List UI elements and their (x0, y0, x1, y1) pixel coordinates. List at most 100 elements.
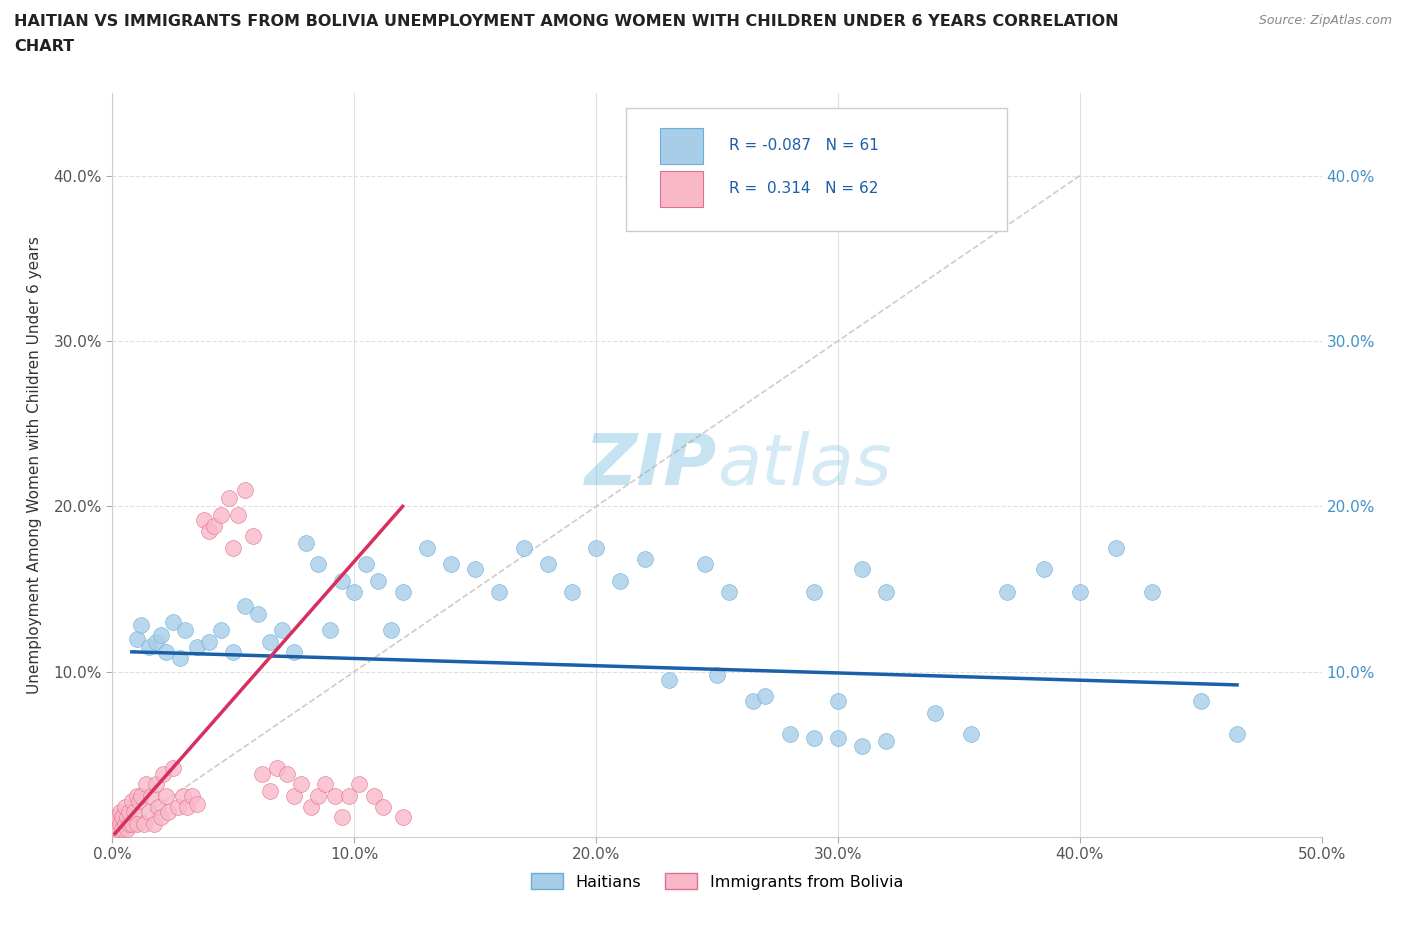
Point (960, 727, 983, 742)
Point (193, 512, 215, 527)
Point (1105, 540, 1128, 555)
Point (181, 789, 204, 804)
Point (266, 760, 288, 775)
Point (330, 810, 353, 825)
Point (827, 730, 849, 745)
Text: R = -0.087   N = 61: R = -0.087 N = 61 (730, 139, 879, 153)
Point (121, 793, 143, 808)
Point (218, 491, 240, 506)
Point (166, 800, 188, 815)
Point (131, 789, 153, 804)
Point (141, 789, 163, 804)
Point (693, 557, 716, 572)
Point (202, 519, 225, 534)
Point (138, 640, 160, 655)
Point (323, 789, 346, 804)
Legend: Haitians, Immigrants from Bolivia: Haitians, Immigrants from Bolivia (524, 867, 910, 896)
Point (585, 540, 607, 555)
Point (1142, 585, 1164, 600)
Point (464, 562, 486, 577)
Text: ZIP: ZIP (585, 431, 717, 499)
Point (718, 585, 741, 600)
Point (779, 727, 801, 742)
Point (373, 800, 395, 815)
Point (172, 789, 194, 804)
Point (851, 738, 873, 753)
Point (658, 672, 681, 687)
Point (226, 507, 249, 522)
Text: CHART: CHART (14, 39, 75, 54)
Text: R =  0.314   N = 62: R = 0.314 N = 62 (730, 181, 879, 196)
Point (330, 573, 353, 588)
Point (157, 804, 180, 819)
Point (416, 540, 439, 555)
Point (242, 528, 264, 543)
Point (149, 810, 172, 825)
Point (186, 640, 208, 655)
Point (561, 585, 583, 600)
Point (131, 618, 153, 632)
Point (391, 810, 413, 825)
Point (440, 557, 463, 572)
Point (148, 800, 170, 815)
Point (270, 623, 292, 638)
Point (246, 606, 269, 621)
Point (209, 507, 232, 522)
Point (1226, 727, 1249, 742)
Point (347, 777, 370, 791)
FancyBboxPatch shape (661, 171, 703, 206)
Point (118, 804, 141, 819)
Point (132, 817, 155, 831)
Point (118, 817, 141, 831)
Point (314, 777, 336, 791)
Point (222, 644, 245, 659)
Point (295, 536, 318, 551)
Point (176, 800, 198, 815)
Point (391, 585, 413, 600)
Point (108, 817, 131, 831)
Point (114, 817, 136, 831)
Point (105, 810, 128, 825)
FancyBboxPatch shape (626, 108, 1007, 231)
Point (875, 734, 897, 749)
Point (235, 598, 257, 613)
Point (609, 573, 631, 588)
Point (343, 585, 366, 600)
Point (198, 634, 221, 649)
Point (115, 810, 138, 825)
Point (138, 804, 160, 819)
Point (125, 631, 148, 646)
Point (488, 585, 510, 600)
Point (169, 651, 191, 666)
Point (114, 800, 136, 815)
Point (105, 821, 128, 836)
Point (283, 644, 305, 659)
Point (754, 689, 776, 704)
Point (283, 789, 305, 804)
Point (803, 585, 825, 600)
Point (259, 634, 281, 649)
Point (742, 694, 765, 709)
Point (108, 804, 131, 819)
Point (290, 777, 312, 791)
Point (162, 760, 184, 775)
Point (162, 615, 184, 630)
Point (142, 817, 165, 831)
Point (155, 644, 177, 659)
FancyBboxPatch shape (661, 128, 703, 164)
Point (111, 821, 134, 836)
Point (633, 551, 655, 566)
Point (875, 585, 897, 600)
Point (145, 634, 167, 649)
Point (307, 557, 329, 572)
Point (367, 573, 389, 588)
Point (339, 789, 361, 804)
Point (995, 585, 1018, 600)
Point (235, 483, 257, 498)
Point (1189, 694, 1212, 709)
Text: HAITIAN VS IMMIGRANTS FROM BOLIVIA UNEMPLOYMENT AMONG WOMEN WITH CHILDREN UNDER : HAITIAN VS IMMIGRANTS FROM BOLIVIA UNEMP… (14, 14, 1119, 29)
Point (1032, 562, 1054, 577)
Point (222, 540, 245, 555)
Point (125, 817, 148, 831)
Point (111, 810, 134, 825)
